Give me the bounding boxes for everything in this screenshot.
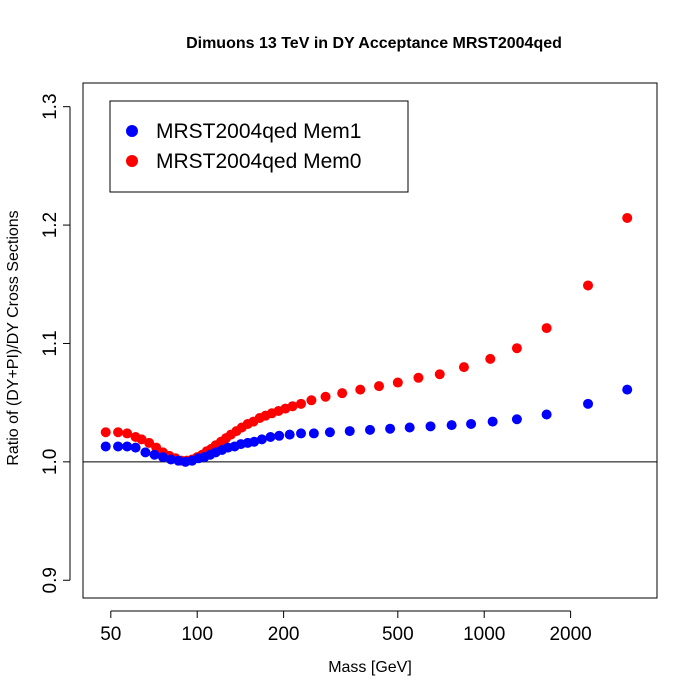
data-point-mem1: [385, 423, 396, 434]
data-point-mem1: [365, 424, 375, 435]
data-point-mem1: [149, 449, 160, 460]
x-tick-label: 200: [268, 624, 300, 645]
data-point-mem0: [392, 377, 403, 388]
x-tick-label: 100: [181, 624, 213, 645]
data-point-mem0: [113, 427, 124, 438]
data-point-mem0: [296, 398, 307, 409]
data-point-mem1: [265, 431, 276, 442]
y-axis-label: Ratio of (DY+PI)/DY Cross Sections: [5, 210, 22, 465]
data-point-mem1: [100, 441, 111, 452]
data-point-mem0: [485, 353, 496, 364]
data-point-mem1: [274, 430, 285, 441]
data-point-mem0: [122, 428, 133, 439]
plot-frame: [82, 82, 658, 599]
y-tick-label: 1.0: [40, 449, 61, 475]
data-point-mem1: [583, 398, 594, 409]
data-point-mem1: [122, 441, 133, 452]
data-point-mem1: [308, 428, 319, 439]
data-point-mem0: [136, 434, 147, 445]
x-axis-label: Mass [GeV]: [328, 659, 412, 676]
data-point-mem1: [140, 447, 151, 458]
data-point-mem0: [413, 372, 424, 383]
data-point-mem0: [306, 395, 317, 406]
data-points: [100, 212, 633, 467]
legend-label-mem1: MRST2004qed Mem1: [156, 120, 361, 143]
data-point-mem0: [458, 362, 469, 373]
data-point-mem0: [100, 427, 111, 438]
data-point-mem1: [404, 422, 415, 433]
data-point-mem1: [256, 434, 267, 445]
data-point-mem0: [583, 280, 594, 291]
data-point-mem0: [144, 437, 155, 448]
x-tick-label: 2000: [549, 624, 591, 645]
data-point-mem1: [165, 454, 176, 465]
legend-label-mem0: MRST2004qed Mem0: [156, 150, 361, 173]
x-tick-label: 50: [100, 624, 121, 645]
data-point-mem1: [284, 429, 295, 440]
legend: MRST2004qed Mem1 MRST2004qed Mem0: [109, 100, 409, 193]
data-point-mem1: [158, 452, 169, 463]
y-tick-label: 1.1: [40, 330, 61, 356]
data-point-mem1: [113, 441, 124, 452]
x-tick-label: 500: [382, 624, 414, 645]
y-tick-label: 1.2: [40, 212, 61, 238]
data-point-mem0: [374, 381, 385, 392]
y-tick-label: 0.9: [40, 567, 61, 593]
data-point-mem1: [324, 427, 335, 438]
chart-title: Dimuons 13 TeV in DY Acceptance MRST2004…: [186, 35, 562, 52]
legend-marker-mem1: [126, 125, 138, 137]
data-point-mem1: [249, 436, 260, 447]
legend-box: [109, 100, 409, 193]
data-point-mem0: [434, 369, 445, 380]
data-point-mem0: [511, 343, 522, 354]
data-point-mem1: [541, 409, 552, 420]
legend-marker-mem0: [126, 155, 138, 167]
data-point-mem1: [344, 426, 355, 437]
data-point-mem1: [466, 418, 477, 429]
x-axis: 50 100 200 500 1000 2000: [100, 610, 592, 645]
y-axis: 0.9 1.0 1.1 1.2 1.3: [40, 93, 71, 593]
data-point-mem1: [446, 420, 457, 431]
x-tick-label: 1000: [463, 624, 505, 645]
data-point-mem0: [622, 212, 633, 223]
data-point-mem1: [425, 421, 436, 432]
data-point-mem1: [130, 442, 141, 453]
data-point-mem0: [320, 391, 331, 402]
data-point-mem0: [287, 401, 298, 412]
data-point-mem0: [337, 388, 348, 399]
y-tick-label: 1.3: [40, 93, 61, 119]
data-point-mem1: [511, 414, 522, 425]
data-point-mem1: [622, 384, 633, 395]
data-point-mem0: [355, 384, 366, 395]
data-point-mem1: [296, 428, 307, 439]
data-point-mem0: [541, 323, 552, 334]
data-point-mem1: [487, 416, 498, 427]
